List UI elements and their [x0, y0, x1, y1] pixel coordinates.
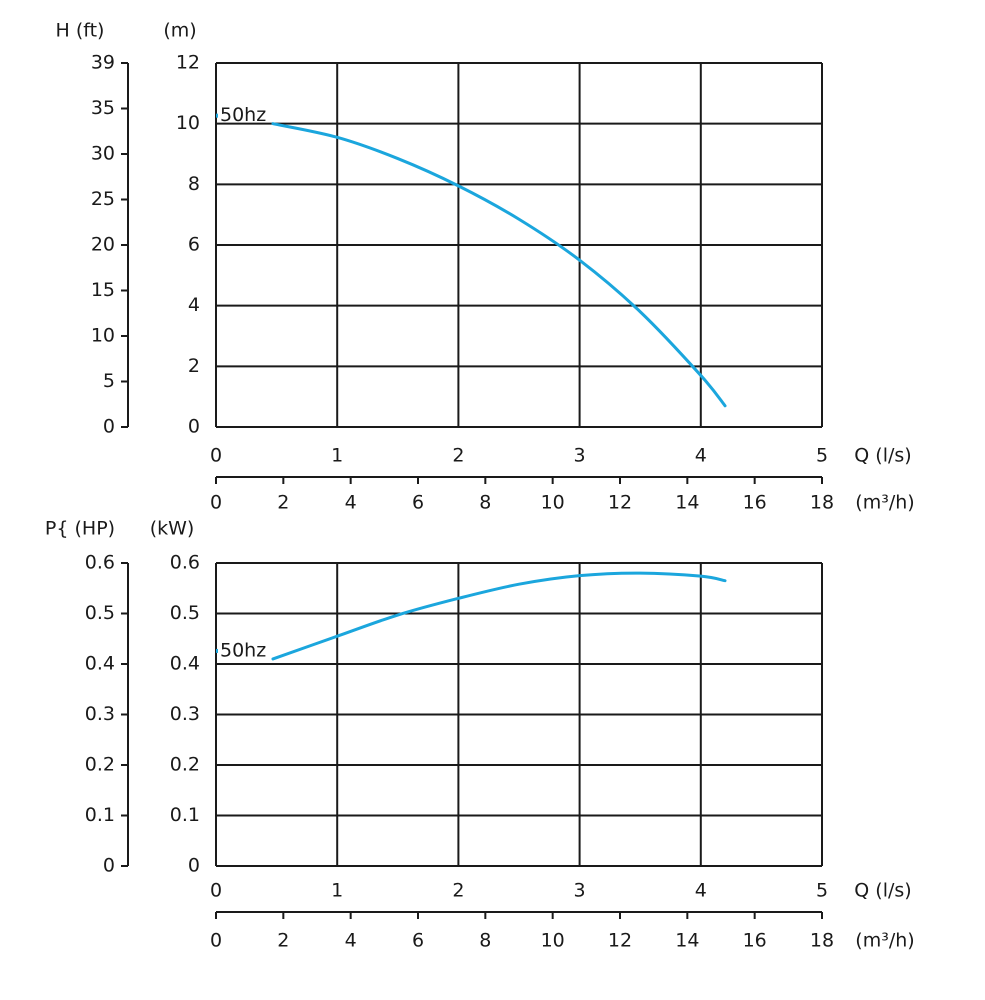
secondary-y-axis-title: P{ (HP) — [45, 518, 115, 540]
y-tick-label: 6 — [188, 234, 200, 256]
secondary-y-tick-label: 0 — [103, 416, 115, 438]
secondary-x-tick-label: 2 — [277, 930, 289, 952]
secondary-y-tick-label: 10 — [91, 325, 115, 347]
y-tick-label: 0.6 — [170, 552, 200, 574]
y-axis-title: (m) — [163, 20, 196, 42]
secondary-y-tick-label: 0.1 — [85, 804, 115, 826]
x-axis-title: Q (l/s) — [854, 445, 911, 467]
secondary-x-tick-label: 18 — [810, 930, 834, 952]
secondary-x-tick-label: 10 — [541, 930, 565, 952]
secondary-x-axis-title: (m³/h) — [855, 930, 914, 952]
secondary-y-tick-label: 0 — [103, 855, 115, 877]
x-tick-label: 4 — [695, 445, 707, 467]
series-line-50hz — [271, 571, 727, 661]
secondary-x-tick-label: 10 — [541, 492, 565, 514]
secondary-y-axis-title: H (ft) — [56, 20, 105, 42]
secondary-x-axis: 0 2 4 6 8 10 12 14 16 18 — [210, 476, 834, 514]
x-tick-label: 0 — [210, 445, 222, 467]
x-tick-label: 0 — [210, 880, 222, 902]
x-tick-label: 1 — [331, 445, 343, 467]
secondary-x-tick-label: 12 — [608, 930, 632, 952]
secondary-y-tick-label: 0.6 — [85, 552, 115, 574]
secondary-x-tick-label: 0 — [210, 930, 222, 952]
x-axis-title: Q (l/s) — [854, 880, 911, 902]
secondary-y-axis: 0 0.1 0.2 0.3 0.4 0.5 0.6 — [85, 552, 129, 877]
secondary-x-tick-label: 8 — [479, 492, 491, 514]
y-tick-label: 4 — [188, 294, 200, 316]
secondary-y-tick-label: 0.3 — [85, 703, 115, 725]
secondary-y-tick-label: 30 — [91, 143, 115, 165]
x-tick-label: 2 — [452, 445, 464, 467]
secondary-y-tick-label: 35 — [91, 97, 115, 119]
secondary-y-axis: 0 5 10 15 20 25 30 35 39 — [91, 52, 129, 438]
x-tick-label: 2 — [452, 880, 464, 902]
y-tick-label: 12 — [176, 52, 200, 74]
secondary-x-tick-label: 18 — [810, 492, 834, 514]
secondary-y-tick-label: 39 — [91, 52, 115, 74]
secondary-x-tick-label: 4 — [345, 492, 357, 514]
secondary-x-tick-label: 14 — [675, 930, 699, 952]
secondary-y-tick-label: 20 — [91, 234, 115, 256]
y-axis-title: (kW) — [150, 518, 195, 540]
x-tick-label: 1 — [331, 880, 343, 902]
series-annotation-label: 50hz — [220, 639, 266, 661]
y-tick-label: 0 — [188, 855, 200, 877]
series-line-50hz — [271, 122, 727, 408]
secondary-x-tick-label: 16 — [743, 492, 767, 514]
secondary-x-tick-label: 14 — [675, 492, 699, 514]
y-tick-label: 0.2 — [170, 754, 200, 776]
x-tick-label: 4 — [695, 880, 707, 902]
y-tick-label: 0.4 — [170, 653, 200, 675]
secondary-y-tick-label: 25 — [91, 188, 115, 210]
y-tick-label: 0.3 — [170, 703, 200, 725]
secondary-x-tick-label: 6 — [412, 930, 424, 952]
power-chart: 0 0.1 0.2 0.3 0.4 0.5 0.6 0 0.1 0.2 0.3 0.4 0.5 0.6 P{… — [45, 518, 915, 952]
x-tick-label: 3 — [574, 880, 586, 902]
secondary-x-tick-label: 8 — [479, 930, 491, 952]
y-tick-label: 8 — [188, 173, 200, 195]
grid — [215, 562, 823, 867]
x-tick-label: 3 — [574, 445, 586, 467]
secondary-x-axis-title: (m³/h) — [855, 492, 914, 514]
secondary-x-tick-label: 0 — [210, 492, 222, 514]
secondary-x-tick-label: 16 — [743, 930, 767, 952]
y-tick-label: 0.5 — [170, 602, 200, 624]
x-tick-label: 5 — [816, 445, 828, 467]
grid — [215, 62, 823, 428]
secondary-y-tick-label: 0.4 — [85, 653, 115, 675]
y-tick-label: 0.1 — [170, 804, 200, 826]
series-annotation-label: 50hz — [220, 104, 266, 126]
secondary-x-axis: 0 2 4 6 8 10 12 14 16 18 — [210, 911, 834, 952]
x-tick-label: 5 — [816, 880, 828, 902]
secondary-y-tick-label: 5 — [103, 370, 115, 392]
secondary-y-tick-label: 0.5 — [85, 602, 115, 624]
secondary-y-tick-label: 0.2 — [85, 754, 115, 776]
secondary-x-tick-label: 2 — [277, 492, 289, 514]
secondary-y-tick-label: 15 — [91, 279, 115, 301]
secondary-x-tick-label: 4 — [345, 930, 357, 952]
secondary-x-tick-label: 6 — [412, 492, 424, 514]
y-tick-label: 0 — [188, 416, 200, 438]
y-tick-label: 2 — [188, 355, 200, 377]
secondary-x-tick-label: 12 — [608, 492, 632, 514]
y-tick-label: 10 — [176, 112, 200, 134]
